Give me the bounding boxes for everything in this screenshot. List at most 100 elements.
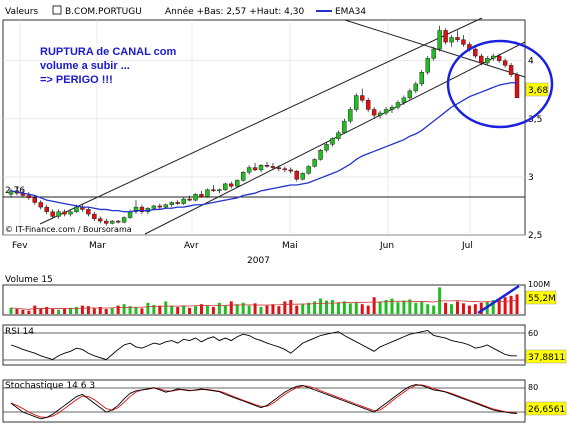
volume-bar bbox=[450, 304, 454, 314]
price-x-tick: Avr bbox=[184, 241, 199, 251]
candle-body bbox=[229, 183, 234, 187]
candle-body bbox=[199, 194, 204, 197]
volume-title: Volume 15 bbox=[5, 275, 53, 285]
volume-bar bbox=[122, 304, 126, 314]
volume-bar bbox=[27, 310, 31, 314]
price-x-tick: Jun bbox=[379, 241, 394, 251]
volume-bar bbox=[414, 302, 418, 314]
volume-bar bbox=[390, 298, 394, 314]
instrument-checkbox[interactable] bbox=[52, 5, 62, 15]
volume-bar bbox=[491, 300, 495, 314]
candle-body bbox=[318, 149, 323, 160]
candle-body bbox=[246, 167, 252, 173]
volume-bar bbox=[473, 304, 477, 314]
volume-bar bbox=[98, 307, 102, 314]
candle-body bbox=[324, 144, 329, 151]
price-y-tick: 2,5 bbox=[528, 231, 542, 241]
volume-bar bbox=[128, 306, 132, 314]
price-grid bbox=[3, 20, 525, 236]
candle-body bbox=[109, 220, 115, 224]
volume-bar bbox=[21, 309, 25, 314]
year-label: 2007 bbox=[247, 256, 270, 266]
volume-bar bbox=[217, 302, 221, 314]
volume-bar bbox=[57, 309, 61, 314]
candle-body bbox=[443, 30, 448, 43]
volume-bar bbox=[259, 307, 263, 314]
volume-bar bbox=[271, 304, 275, 314]
volume-bar bbox=[378, 301, 382, 314]
volume-bar bbox=[69, 307, 73, 314]
volume-bar bbox=[182, 305, 186, 314]
candle-body bbox=[26, 195, 32, 199]
volume-bar bbox=[408, 299, 412, 314]
candle-body bbox=[139, 206, 145, 212]
volume-bar bbox=[432, 305, 436, 314]
volume-bar bbox=[158, 305, 162, 314]
volume-bar bbox=[372, 297, 376, 314]
candle-body bbox=[175, 202, 180, 204]
candle-body bbox=[282, 168, 288, 171]
volume-bar bbox=[342, 301, 346, 314]
credit-text: © IT-Finance.com / Boursorama bbox=[5, 225, 132, 234]
range-text: Année +Bas: 2,57 +Haut: 4,30 bbox=[165, 6, 304, 17]
volume-bar bbox=[229, 301, 233, 314]
candle-body bbox=[264, 165, 270, 167]
volume-bar bbox=[277, 306, 281, 314]
candle-body bbox=[514, 74, 520, 99]
candle-body bbox=[217, 189, 222, 192]
volume-bar bbox=[176, 307, 180, 314]
candles bbox=[8, 25, 520, 226]
valeurs-label: Valeurs bbox=[5, 7, 38, 17]
volume-bar bbox=[74, 307, 78, 314]
price-x-tick: Fev bbox=[12, 241, 28, 251]
volume-arrow-line bbox=[477, 284, 520, 315]
candle-body bbox=[479, 55, 484, 64]
last-price-badge bbox=[525, 82, 549, 97]
volume-bar bbox=[265, 305, 269, 314]
candle-body bbox=[74, 206, 79, 212]
volume-bar bbox=[80, 305, 84, 314]
candle-body bbox=[502, 60, 508, 66]
volume-bar bbox=[146, 302, 150, 314]
volume-bar bbox=[319, 298, 323, 314]
candle-body bbox=[92, 213, 97, 219]
volume-bar bbox=[241, 302, 245, 314]
volume-bar bbox=[461, 303, 465, 314]
channel-upper-line bbox=[39, 17, 483, 225]
volume-bar bbox=[307, 302, 311, 314]
volume-bar bbox=[289, 300, 293, 314]
candle-body bbox=[300, 173, 305, 180]
candle-body bbox=[62, 211, 67, 215]
candle-body bbox=[157, 205, 163, 208]
annotation-line-1: RUPTURA de CANAL com bbox=[40, 46, 177, 58]
stoch-tick-80: 80 bbox=[528, 383, 538, 392]
candle-body bbox=[223, 183, 228, 190]
volume-bar bbox=[515, 294, 519, 314]
candle-body bbox=[50, 211, 55, 217]
volume-average-line bbox=[10, 299, 518, 310]
candle-body bbox=[330, 138, 335, 145]
candle-body bbox=[401, 97, 407, 103]
volume-bar bbox=[503, 297, 507, 314]
price-x-tick: Mai bbox=[282, 241, 298, 251]
volume-bar bbox=[313, 301, 317, 314]
last-price-label: 3,68 bbox=[528, 86, 548, 96]
volume-bar bbox=[110, 307, 114, 314]
candle-body bbox=[461, 39, 466, 45]
price-y-tick: 4 bbox=[528, 57, 534, 67]
candle-body bbox=[485, 58, 490, 64]
stoch-last-label: 26,6561 bbox=[528, 405, 565, 415]
candle-body bbox=[163, 204, 168, 208]
candle-body bbox=[98, 218, 103, 222]
candle-body bbox=[104, 220, 109, 224]
volume-bar bbox=[223, 305, 227, 314]
volume-bar bbox=[301, 304, 305, 314]
volume-bar bbox=[497, 298, 501, 314]
volume-bar bbox=[194, 306, 198, 314]
candle-body bbox=[270, 166, 276, 168]
candle-body bbox=[395, 102, 401, 108]
candle-body bbox=[252, 167, 258, 171]
candle-body bbox=[455, 37, 460, 40]
candle-body bbox=[169, 202, 174, 205]
